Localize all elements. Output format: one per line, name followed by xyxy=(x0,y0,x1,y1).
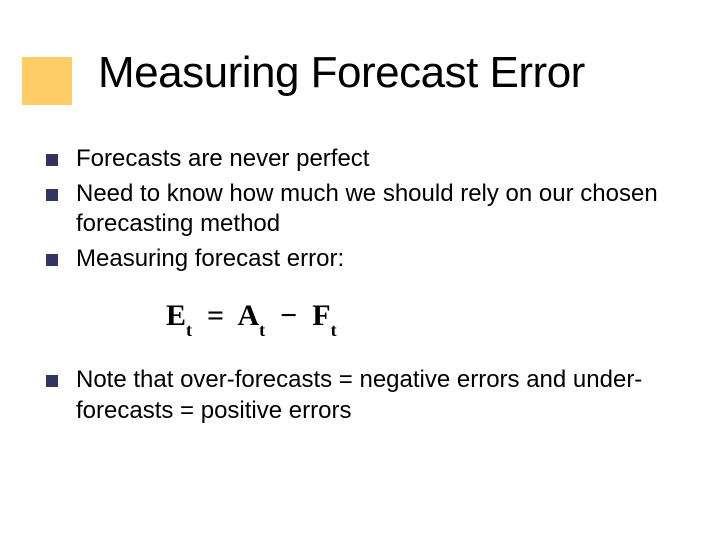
formula-var-A: A xyxy=(237,299,259,332)
bullet-text-suffix: : xyxy=(337,245,344,272)
formula-sub-t: t xyxy=(186,320,192,340)
list-item: Need to know how much we should rely on … xyxy=(46,179,666,240)
formula-var-E: E xyxy=(166,299,186,332)
bullet-square-icon xyxy=(46,189,58,201)
list-item: Measuring forecast error: xyxy=(46,244,666,275)
list-item: Note that over-forecasts = negative erro… xyxy=(46,365,666,426)
bullet-text: Measuring forecast error: xyxy=(76,244,344,275)
bullet-square-icon xyxy=(46,375,58,387)
bullet-text-emphasis: forecast error xyxy=(195,245,338,272)
forecast-error-formula: Et = At − Ft xyxy=(166,299,337,332)
formula-container: Et = At − Ft xyxy=(166,299,666,337)
bullet-square-icon xyxy=(46,154,58,166)
formula-sub-t: t xyxy=(259,320,265,340)
bullet-list: Forecasts are never perfect Need to know… xyxy=(46,144,666,426)
slide: Measuring Forecast Error Forecasts are n… xyxy=(0,0,720,540)
bullet-text: Forecasts are never perfect xyxy=(76,144,369,175)
formula-var-F: F xyxy=(312,299,330,332)
slide-body: Forecasts are never perfect Need to know… xyxy=(46,144,666,430)
bullet-text: Note that over-forecasts = negative erro… xyxy=(76,365,666,426)
bullet-square-icon xyxy=(46,254,58,266)
bullet-text-prefix: Measuring xyxy=(76,245,195,272)
formula-row: Et = At − Ft xyxy=(46,299,666,337)
formula-op-minus: − xyxy=(280,299,297,332)
list-item: Forecasts are never perfect xyxy=(46,144,666,175)
bullet-text: Need to know how much we should rely on … xyxy=(76,179,666,240)
formula-sub-t: t xyxy=(331,320,337,340)
slide-title: Measuring Forecast Error xyxy=(98,48,585,98)
title-accent-box xyxy=(22,57,72,105)
